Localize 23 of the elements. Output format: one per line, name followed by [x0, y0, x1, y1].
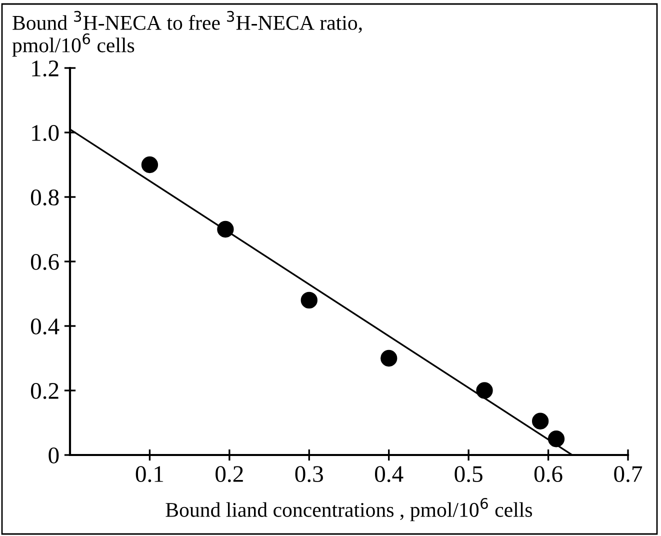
x-tick-label: 0.6: [534, 466, 562, 482]
point: [141, 156, 158, 174]
text: Bound $^{3}$H-NECA to free $^{3}$H-NECA ratio, pmol/10$^{6}$ cells: [12, 10, 362, 57]
x-tick-label: 0.4: [375, 466, 404, 482]
x-axis-title: Bound liand concentrations , pmol/10$^{6}$ cells: [166, 498, 532, 522]
x-tick-label: 0.3: [295, 466, 323, 482]
point: [380, 350, 398, 367]
x-tick-label: 0.7: [614, 466, 642, 482]
point: [217, 220, 234, 238]
point: [532, 412, 549, 430]
y-tick-label: 1.0: [32, 124, 59, 142]
point: [548, 430, 565, 448]
point: [300, 292, 318, 309]
y-tick-label: 1.2: [32, 60, 58, 77]
x-tick-label: 0.5: [454, 466, 482, 482]
y-tick-label: 0.4: [30, 318, 60, 335]
point: [476, 382, 493, 399]
y-tick-label: 0.6: [30, 254, 59, 270]
x-tick-label: 0.1: [136, 466, 164, 482]
y-tick-label: 0.8: [30, 189, 59, 206]
y-tick-label: 0: [48, 447, 59, 464]
y-tick-label: 0.2: [30, 382, 58, 400]
x-tick-label: 0.2: [216, 466, 243, 482]
